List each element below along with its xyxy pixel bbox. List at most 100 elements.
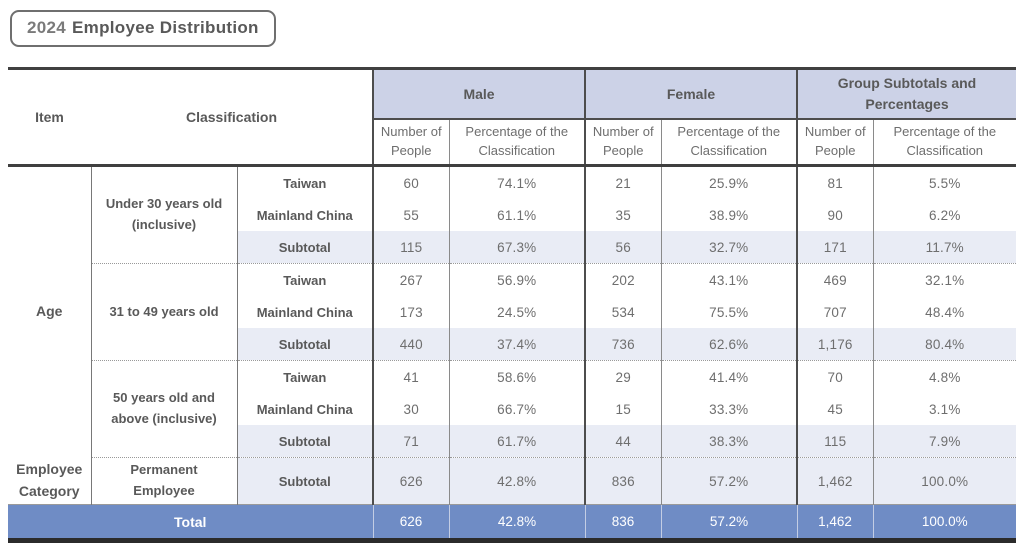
classification-50-above: 50 years old and above (inclusive)	[90, 360, 237, 458]
cell-value: 75.5%	[660, 296, 797, 328]
cell-value: 100.0%	[872, 457, 1017, 505]
total-value: 42.8%	[448, 504, 585, 543]
cell-value: 57.2%	[660, 457, 797, 505]
header-male: Male	[372, 67, 585, 120]
permanent-employee-row: Employee Category Permanent Employee Sub…	[8, 457, 1017, 505]
row-label-subtotal: Subtotal	[236, 328, 373, 361]
table-row: 31 to 49 years old Taiwan 267 56.9% 202 …	[8, 263, 1017, 361]
cell-value: 6.2%	[872, 199, 1017, 231]
row-label-subtotal: Subtotal	[236, 425, 373, 458]
header-group-row: Item Classification Male Female Group Su…	[8, 67, 1017, 167]
cell-value: 15	[584, 393, 661, 425]
cell-value: 25.9%	[660, 165, 797, 199]
subheader-subtotal-percentage: Percentage of the Classification	[872, 119, 1017, 167]
cell-value: 42.8%	[448, 457, 585, 505]
header-sub-row: Number of People Percentage of the Class…	[8, 119, 1017, 167]
page-title: 2024 Employee Distribution	[10, 10, 276, 47]
subheader-subtotal-number: Number of People	[796, 119, 873, 167]
total-value: 1,462	[796, 504, 873, 543]
row-label-mainland-china: Mainland China	[236, 296, 373, 328]
cell-value: 48.4%	[872, 296, 1017, 328]
table-row: Mainland China 30 66.7% 15 33.3% 45 3.1%	[8, 393, 1017, 425]
cell-value: 45	[796, 393, 873, 425]
cell-value: 33.3%	[660, 393, 797, 425]
row-label-subtotal: Subtotal	[236, 457, 373, 505]
cell-value: 202	[584, 263, 661, 296]
cell-value: 736	[584, 328, 661, 361]
table-row: Mainland China 55 61.1% 35 38.9% 90 6.2%	[8, 199, 1017, 231]
cell-value: 43.1%	[660, 263, 797, 296]
cell-value: 115	[796, 425, 873, 458]
cell-value: 115	[372, 231, 449, 264]
employee-distribution-table: Item Classification Male Female Group Su…	[8, 67, 1017, 543]
subtotal-row: Subtotal 440 37.4% 736 62.6% 1,176 80.4%	[8, 328, 1017, 361]
row-label-taiwan: Taiwan	[236, 360, 373, 393]
row-label-taiwan: Taiwan	[236, 263, 373, 296]
cell-value: 66.7%	[448, 393, 585, 425]
cell-value: 5.5%	[872, 165, 1017, 199]
cell-value: 62.6%	[660, 328, 797, 361]
classification-31-49: 31 to 49 years old	[90, 263, 237, 361]
cell-value: 80.4%	[872, 328, 1017, 361]
cell-value: 70	[796, 360, 873, 393]
title-text: Employee Distribution	[72, 18, 259, 37]
cell-value: 35	[584, 199, 661, 231]
cell-value: 71	[372, 425, 449, 458]
total-row: Total 626 42.8% 836 57.2% 1,462 100.0%	[8, 504, 1017, 543]
subheader-male-number: Number of People	[372, 119, 449, 167]
cell-value: 81	[796, 165, 873, 199]
item-label-age: Age	[8, 165, 91, 458]
cell-value: 38.9%	[660, 199, 797, 231]
cell-value: 60	[372, 165, 449, 199]
subheader-male-percentage: Percentage of the Classification	[448, 119, 585, 167]
total-value: 100.0%	[872, 504, 1017, 543]
total-value: 626	[372, 504, 449, 543]
total-label: Total	[8, 504, 373, 543]
cell-value: 29	[584, 360, 661, 393]
subtotal-row: Subtotal 71 61.7% 44 38.3% 115 7.9%	[8, 425, 1017, 458]
cell-value: 30	[372, 393, 449, 425]
cell-value: 37.4%	[448, 328, 585, 361]
row-label-mainland-china: Mainland China	[236, 393, 373, 425]
cell-value: 55	[372, 199, 449, 231]
cell-value: 440	[372, 328, 449, 361]
cell-value: 90	[796, 199, 873, 231]
cell-value: 56.9%	[448, 263, 585, 296]
subheader-female-number: Number of People	[584, 119, 661, 167]
total-value: 836	[584, 504, 661, 543]
cell-value: 171	[796, 231, 873, 264]
header-item: Item	[8, 67, 91, 167]
header-group-subtotals: Group Subtotals and Percentages	[795, 67, 1017, 120]
cell-value: 38.3%	[660, 425, 797, 458]
cell-value: 21	[584, 165, 661, 199]
cell-value: 41	[372, 360, 449, 393]
cell-value: 58.6%	[448, 360, 585, 393]
cell-value: 1,462	[796, 457, 873, 505]
cell-value: 61.7%	[448, 425, 585, 458]
cell-value: 61.1%	[448, 199, 585, 231]
cell-value: 469	[796, 263, 873, 296]
cell-value: 267	[372, 263, 449, 296]
cell-value: 1,176	[796, 328, 873, 361]
cell-value: 7.9%	[872, 425, 1017, 458]
cell-value: 24.5%	[448, 296, 585, 328]
row-label-taiwan: Taiwan	[236, 165, 373, 199]
table-row: 50 years old and above (inclusive) Taiwa…	[8, 360, 1017, 458]
classification-permanent-employee: Permanent Employee	[90, 457, 237, 505]
subtotal-row: Subtotal 115 67.3% 56 32.7% 171 11.7%	[8, 231, 1017, 264]
table-row: Age Under 30 years old (inclusive) Taiwa…	[8, 165, 1017, 458]
cell-value: 626	[372, 457, 449, 505]
cell-value: 4.8%	[872, 360, 1017, 393]
header-female: Female	[584, 67, 797, 120]
subheader-female-percentage: Percentage of the Classification	[660, 119, 797, 167]
cell-value: 11.7%	[872, 231, 1017, 264]
classification-under-30: Under 30 years old (inclusive)	[90, 165, 237, 264]
cell-value: 56	[584, 231, 661, 264]
cell-value: 707	[796, 296, 873, 328]
cell-value: 173	[372, 296, 449, 328]
cell-value: 44	[584, 425, 661, 458]
cell-value: 67.3%	[448, 231, 585, 264]
item-label-employee-category: Employee Category	[8, 457, 91, 505]
row-label-mainland-china: Mainland China	[236, 199, 373, 231]
cell-value: 3.1%	[872, 393, 1017, 425]
